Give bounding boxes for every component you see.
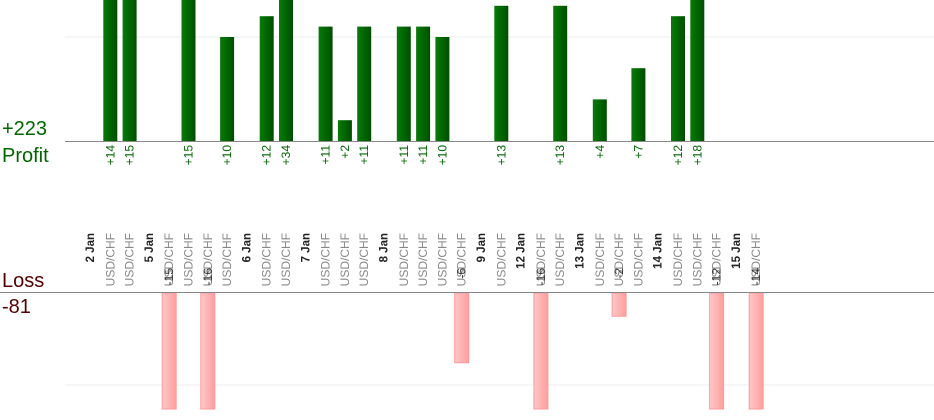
date-label: 13 Jan (575, 233, 587, 269)
loss-bar (454, 292, 470, 364)
pair-label: USD/CHF (201, 233, 215, 286)
loss-value-label: -2 (612, 268, 626, 279)
pair-label: USD/CHF (749, 233, 763, 286)
pair-label: USD/CHF (435, 233, 449, 286)
pair-label: USD/CHF (690, 233, 704, 286)
profit-value-label: +14 (103, 145, 117, 166)
date-label: 5 Jan (144, 233, 156, 262)
profit-bar (416, 26, 431, 142)
date-label: 2 Jan (85, 233, 97, 262)
loss-total: -81 (2, 296, 31, 318)
date-label: 8 Jan (379, 233, 391, 262)
loss-label: Loss (2, 270, 45, 292)
profit-value-label: +11 (319, 145, 333, 165)
profit-bar (357, 26, 372, 142)
profit-bar (337, 120, 352, 141)
loss-value-label: -16 (534, 268, 548, 286)
profit-bar (631, 68, 646, 141)
profit-bar (318, 26, 333, 142)
loss-bar (709, 292, 725, 410)
loss-value-label: -16 (201, 268, 215, 286)
profit-value-label: +34 (279, 145, 293, 166)
pair-label: USD/CHF (338, 233, 352, 286)
profit-bar (671, 16, 685, 142)
profit-bar (220, 37, 235, 141)
pair-label: USD/CHF (553, 233, 567, 286)
pair-label: USD/CHF (123, 233, 137, 286)
pair-label: USD/CHF (103, 233, 117, 286)
profit-value-label: +10 (435, 145, 449, 166)
profit-value-label: +4 (593, 145, 607, 159)
pair-label: USD/CHF (671, 233, 685, 286)
date-label: 12 Jan (516, 233, 528, 269)
profit-bar (690, 0, 705, 141)
profit-value-label: +2 (338, 145, 352, 159)
date-label: 14 Jan (653, 233, 665, 269)
profit-bar (592, 99, 607, 141)
pair-label: USD/CHF (279, 233, 293, 286)
pair-label: USD/CHF (319, 233, 333, 286)
pair-label: USD/CHF (631, 233, 645, 286)
profit-bar (103, 0, 118, 141)
profit-label: Profit (2, 145, 49, 167)
profit-bar (494, 5, 509, 141)
pair-label: USD/CHF (494, 233, 508, 286)
profit-value-label: +18 (690, 145, 704, 166)
profit-value-label: +11 (416, 145, 430, 165)
date-label: 6 Jan (241, 233, 253, 262)
pair-label: USD/CHF (710, 233, 724, 286)
loss-value-label: -14 (749, 268, 763, 286)
loss-value-label: -15 (162, 268, 176, 286)
pair-label: USD/CHF (220, 233, 234, 286)
pair-label: USD/CHF (357, 233, 371, 286)
pair-label: USD/CHF (455, 233, 469, 286)
pair-label: USD/CHF (416, 233, 430, 286)
profit-bar (122, 0, 137, 141)
pair-label: USD/CHF (182, 233, 196, 286)
pair-label: USD/CHF (612, 233, 626, 286)
profit-value-label: +7 (631, 145, 645, 159)
profit-bar (435, 37, 450, 141)
pair-label: USD/CHF (534, 233, 548, 286)
date-label: 15 Jan (731, 233, 743, 269)
profit-value-label: +13 (553, 145, 567, 166)
profit-bar (279, 0, 293, 141)
pair-label: USD/CHF (162, 233, 176, 286)
loss-bar (533, 292, 549, 410)
date-label: 7 Jan (300, 233, 312, 262)
profit-value-label: +12 (671, 145, 685, 166)
profit-value-label: +11 (397, 145, 411, 165)
pair-label: USD/CHF (397, 233, 411, 286)
profit-value-label: +13 (494, 145, 508, 166)
pair-label: USD/CHF (260, 233, 274, 286)
profit-value-label: +10 (220, 145, 234, 166)
profit-bar (396, 26, 411, 142)
profit-bar (553, 5, 568, 141)
profit-value-label: +12 (260, 145, 274, 166)
date-label: 9 Jan (476, 233, 488, 262)
loss-bar (200, 292, 216, 410)
profit-value-label: +15 (182, 145, 196, 166)
loss-value-label: -6 (455, 268, 469, 279)
loss-bar (161, 292, 177, 410)
pair-label: USD/CHF (593, 233, 607, 286)
profit-value-label: +15 (123, 145, 137, 166)
loss-bar (611, 292, 627, 317)
loss-bar (748, 292, 764, 410)
profit-bar (259, 16, 274, 142)
profit-total: +223 (2, 118, 48, 140)
profit-value-label: +11 (357, 145, 371, 165)
loss-value-label: -12 (710, 268, 724, 286)
profit-bar (181, 0, 196, 141)
